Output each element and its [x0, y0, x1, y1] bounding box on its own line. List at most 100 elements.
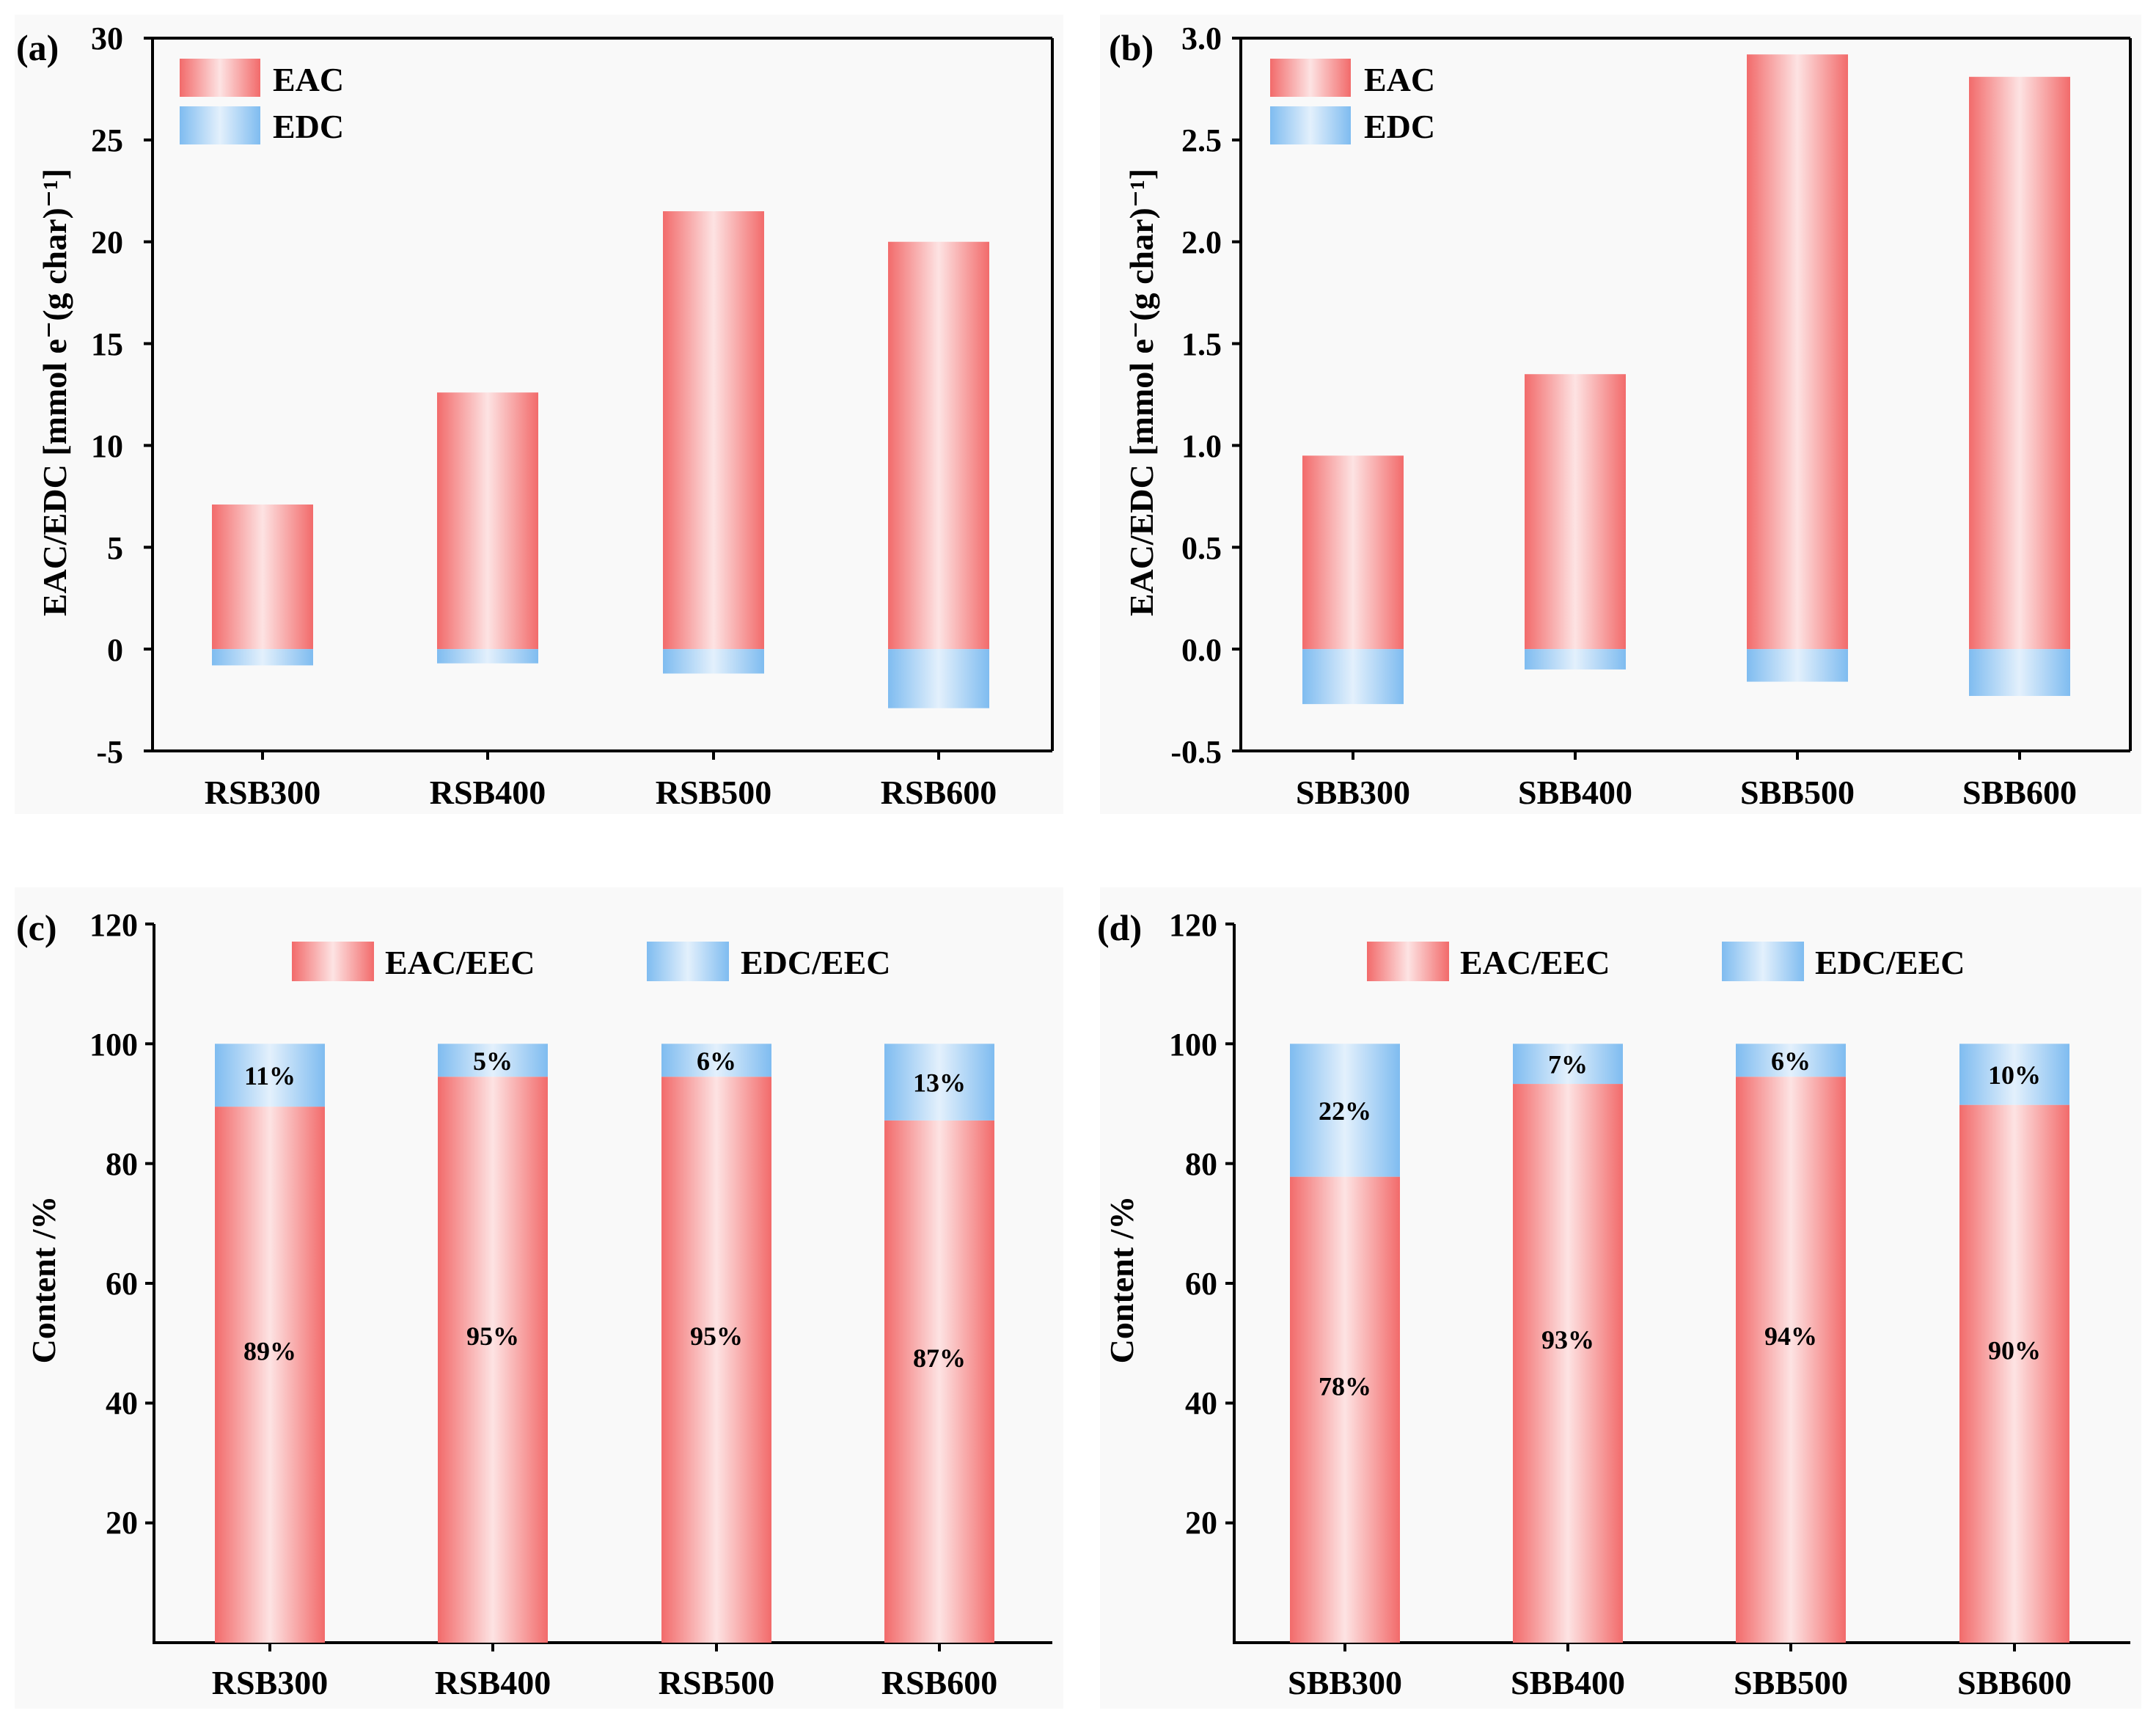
bar-eac-eec [1736, 1077, 1846, 1643]
y-tick: 80 [106, 1146, 138, 1182]
panel-b-label: (b) [1109, 27, 1154, 68]
y-tick: 15 [91, 326, 123, 362]
data-label-eac-eec: 95% [466, 1321, 519, 1351]
x-tick-label: RSB600 [881, 1664, 997, 1701]
legend-label-eac-eec: EAC/EEC [1460, 944, 1610, 981]
x-tick-label: RSB300 [205, 774, 320, 811]
data-label-eac-eec: 78% [1319, 1371, 1371, 1401]
bar-edc [1302, 649, 1404, 705]
data-label-edc-eec: 13% [913, 1068, 966, 1098]
bar-edc [1525, 649, 1626, 670]
bar-eac-eec [438, 1077, 548, 1643]
bar-eac [1302, 455, 1404, 650]
legend-swatch-edc-eec [647, 942, 729, 981]
bar-eac [1747, 54, 1848, 650]
y-tick: -0.5 [1170, 734, 1222, 770]
bar-eac [888, 241, 989, 650]
y-tick: 2.0 [1181, 224, 1222, 260]
panel-c-x-labels: RSB300 RSB400 RSB500 RSB600 [212, 1664, 997, 1701]
legend-swatch-edc [1270, 106, 1351, 144]
y-tick: 1.5 [1181, 326, 1222, 362]
legend-label-edc: EDC [1364, 108, 1435, 145]
y-tick: 120 [1169, 907, 1217, 943]
bar-edc-eec [1290, 1044, 1400, 1177]
y-tick: 25 [91, 122, 123, 158]
x-tick-label: SBB400 [1511, 1664, 1625, 1701]
bar-eac [1525, 374, 1626, 650]
bar-eac-eec [1290, 1176, 1400, 1643]
data-label-edc-eec: 11% [244, 1061, 296, 1090]
legend-swatch-eac [1270, 59, 1351, 97]
y-tick: 80 [1185, 1146, 1217, 1182]
legend-label-edc-eec: EDC/EEC [741, 944, 890, 981]
x-tick-label: SBB300 [1296, 774, 1410, 811]
y-tick: 40 [106, 1385, 138, 1421]
data-label-eac-eec: 87% [913, 1343, 966, 1373]
legend-label-eac: EAC [1364, 61, 1435, 98]
y-tick: 0.0 [1181, 632, 1222, 668]
x-tick-label: RSB300 [212, 1664, 328, 1701]
bar-eac [212, 504, 313, 650]
data-label-edc-eec: 7% [1548, 1050, 1588, 1079]
y-tick: 40 [1185, 1385, 1217, 1421]
data-label-edc-eec: 6% [697, 1046, 736, 1076]
panel-b-y-ticks: -0.5 0.0 0.5 1.0 1.5 2.0 2.5 3.0 [1170, 21, 1222, 770]
x-tick-label: RSB400 [435, 1664, 551, 1701]
data-label-edc-eec: 10% [1988, 1060, 2041, 1090]
legend-swatch-edc-eec [1722, 942, 1804, 981]
bar-edc-eec [1959, 1044, 2069, 1105]
legend-label-edc: EDC [273, 108, 344, 145]
y-tick: 20 [106, 1505, 138, 1541]
panel-b-x-labels: SBB300 SBB400 SBB500 SBB600 [1296, 774, 2077, 811]
panel-b-legend: EAC EDC [1270, 59, 1435, 145]
bar-eac-eec [1959, 1104, 2069, 1643]
bar-eac [663, 211, 764, 650]
legend-label-eac: EAC [273, 61, 344, 98]
y-tick: 1.0 [1181, 428, 1222, 464]
y-tick: 120 [89, 907, 138, 943]
bar-edc-eec [884, 1044, 994, 1121]
panel-d-x-labels: SBB300 SBB400 SBB500 SBB600 [1288, 1664, 2072, 1701]
bar-edc-eec [215, 1044, 325, 1107]
panel-b-ylabel: EAC/EDC [mmol e⁻(g char)⁻¹] [1123, 169, 1160, 616]
bar-eac [1969, 76, 2070, 650]
legend-swatch-eac-eec [1367, 942, 1449, 981]
panel-d-legend: EAC/EEC EDC/EEC [1367, 942, 1965, 981]
panel-a-ylabel: EAC/EDC [mmol e⁻(g char)⁻¹] [36, 169, 73, 616]
legend-label-edc-eec: EDC/EEC [1815, 944, 1965, 981]
bar-eac-eec [661, 1077, 771, 1643]
y-tick: 60 [106, 1266, 138, 1302]
bar-edc [1747, 649, 1848, 682]
data-label-eac-eec: 94% [1764, 1321, 1817, 1351]
bar-edc [888, 649, 989, 708]
bar-eac-eec [215, 1107, 325, 1643]
panel-a-y-ticks: -5 0 5 10 15 20 25 30 [91, 21, 123, 770]
y-tick: 60 [1185, 1266, 1217, 1302]
panel-a-legend: EAC EDC [180, 59, 344, 145]
bar-edc [437, 649, 538, 664]
x-tick-label: RSB500 [659, 1664, 774, 1701]
data-label-edc-eec: 22% [1319, 1096, 1371, 1126]
y-tick: 30 [91, 21, 123, 56]
data-label-edc-eec: 5% [473, 1046, 513, 1076]
panel-c-legend: EAC/EEC EDC/EEC [292, 942, 890, 981]
bar-edc-eec [1513, 1044, 1623, 1085]
panel-a-x-labels: RSB300 RSB400 RSB500 RSB600 [205, 774, 997, 811]
x-tick-label: RSB600 [881, 774, 997, 811]
data-label-eac-eec: 90% [1988, 1335, 2041, 1365]
panel-c-label: (c) [16, 907, 57, 948]
y-tick: 20 [1185, 1505, 1217, 1541]
data-label-eac-eec: 93% [1541, 1325, 1594, 1354]
x-tick-label: SBB600 [1962, 774, 2077, 811]
legend-swatch-eac-eec [292, 942, 374, 981]
panel-c-ylabel: Content /% [25, 1196, 62, 1364]
y-tick: 10 [91, 428, 123, 464]
bar-edc [663, 649, 764, 674]
x-tick-label: SBB500 [1734, 1664, 1848, 1701]
data-label-eac-eec: 89% [243, 1337, 296, 1366]
x-tick-label: SBB600 [1957, 1664, 2072, 1701]
y-tick: 0.5 [1181, 530, 1222, 566]
bar-eac-eec [1513, 1084, 1623, 1643]
data-label-edc-eec: 6% [1771, 1046, 1811, 1076]
